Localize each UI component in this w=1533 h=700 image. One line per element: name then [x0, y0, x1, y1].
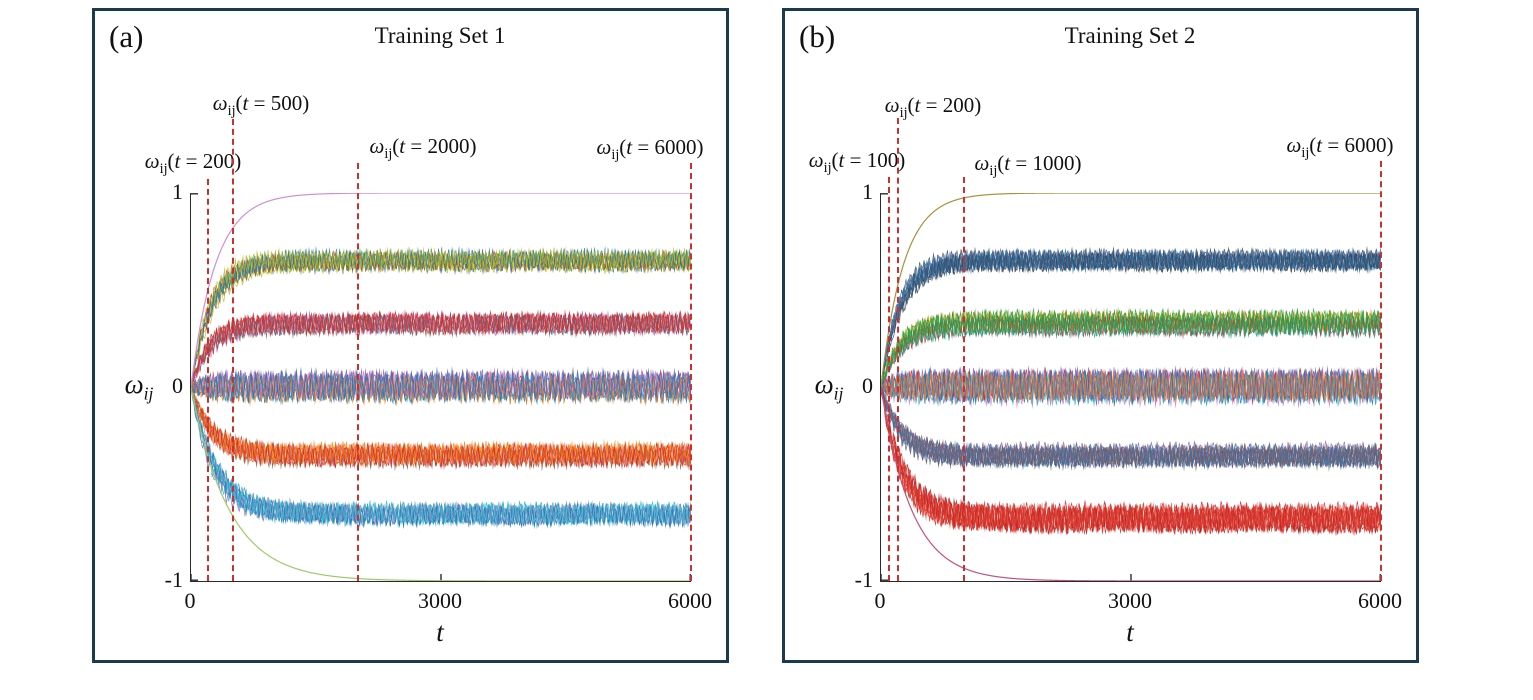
y-tick-label: 1: [862, 179, 873, 204]
annotation-label-t200: ωij(t = 200): [144, 149, 242, 178]
y-axis-label-subscript: ij: [833, 383, 844, 404]
annotation-label-t6000: ωij(t = 6000): [1286, 133, 1394, 162]
x-tick-label: 0: [874, 588, 886, 613]
x-axis-label: t: [1126, 617, 1134, 647]
annotation-label-t200: ωij(t = 200): [884, 93, 982, 122]
panel-title: Training Set 1: [374, 23, 506, 48]
panel-training-set-1: (a) Training Set 1 ωij 1 0 -1 0 3000 600…: [92, 8, 729, 663]
annotation-label-t100: ωij(t = 100): [808, 148, 906, 177]
y-tick-label: 0: [172, 373, 183, 398]
weight-traces-canvas: [881, 193, 1381, 581]
panel-training-set-2: (b) Training Set 2 ωij 1 0 -1 0 3000 600…: [782, 8, 1419, 663]
weight-traces-canvas: [191, 193, 691, 581]
x-tick-label: 0: [184, 588, 196, 613]
x-axis-label: t: [436, 617, 444, 647]
y-tick-label: -1: [164, 567, 183, 592]
y-tick-label: -1: [854, 567, 873, 592]
y-tick-label: 0: [862, 373, 873, 398]
plot-area: [190, 193, 691, 582]
y-axis-label: ωij: [787, 369, 871, 404]
annotation-label-t1000: ωij(t = 1000): [974, 151, 1082, 180]
y-tick-label: 1: [172, 179, 183, 204]
y-axis-label-symbol: ω: [814, 369, 834, 399]
panel-letter-label: (a): [109, 19, 144, 54]
annotation-label-t6000: ωij(t = 6000): [596, 135, 704, 164]
x-tick-label: 3000: [1108, 588, 1152, 613]
x-tick-label: 6000: [668, 588, 712, 613]
y-axis-label: ωij: [97, 369, 181, 404]
x-tick-label: 3000: [418, 588, 462, 613]
x-tick-label: 6000: [1358, 588, 1402, 613]
panel-letter-label: (b): [799, 19, 836, 54]
annotation-label-t2000: ωij(t = 2000): [369, 134, 477, 163]
panel-title: Training Set 2: [1064, 23, 1196, 48]
plot-area: [880, 193, 1381, 582]
y-axis-label-symbol: ω: [124, 369, 144, 399]
annotation-label-t500: ωij(t = 500): [212, 91, 310, 120]
y-axis-label-subscript: ij: [143, 383, 154, 404]
